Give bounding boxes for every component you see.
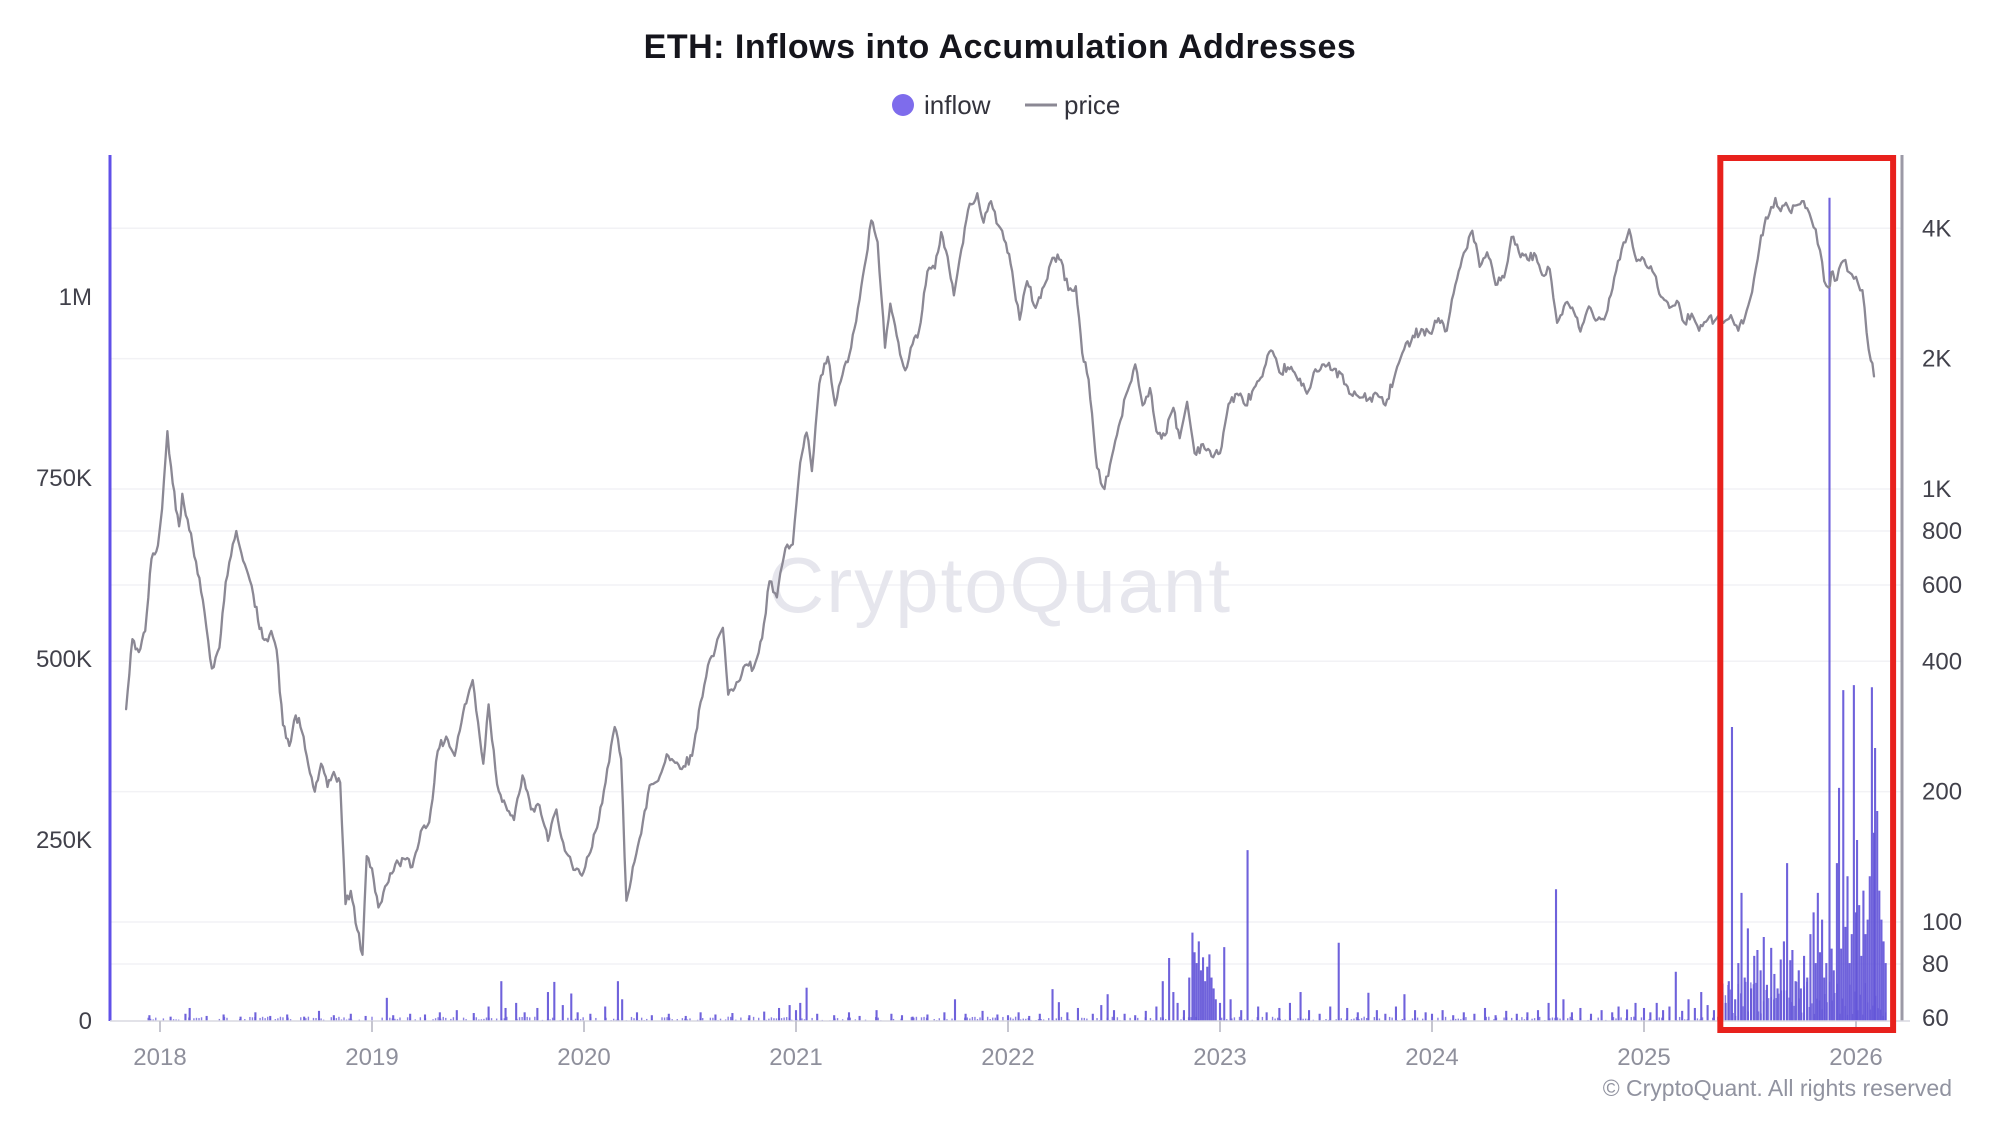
axis-tick-labels: 0 250K 500K 750K 1M 60 80 100 200 400 600 800 1K 2K 4K… — [36, 215, 1962, 1071]
x-axis-year-label: 2019 — [345, 1044, 398, 1071]
right-axis-tick-label: 400 — [1922, 648, 1962, 675]
right-axis-tick-label: 200 — [1922, 779, 1962, 806]
left-axis-tick-label: 0 — [79, 1008, 92, 1035]
highlight-rectangle — [1717, 155, 1897, 1033]
legend-inflow-label: inflow — [924, 90, 991, 120]
chart-title: ETH: Inflows into Accumulation Addresses — [644, 28, 1357, 66]
x-axis-year-label: 2018 — [133, 1044, 186, 1071]
legend-item-inflow[interactable]: inflow — [892, 90, 991, 120]
right-axis-tick-label: 100 — [1922, 909, 1962, 936]
highlight-red-box — [1717, 155, 1897, 1033]
left-axis-tick-label: 250K — [36, 827, 92, 854]
axes — [108, 155, 1910, 1032]
x-axis-year-label: 2025 — [1617, 1044, 1670, 1071]
legend: inflow price — [892, 90, 1120, 120]
left-axis-tick-label: 750K — [36, 465, 92, 492]
right-axis-tick-label: 4K — [1922, 215, 1951, 242]
legend-price-label: price — [1064, 90, 1120, 120]
price-line — [124, 192, 1876, 956]
left-axis-tick-label: 500K — [36, 646, 92, 673]
legend-item-price[interactable]: price — [1025, 90, 1120, 120]
inflow-noise-bars — [147, 981, 1887, 1021]
inflow-bars — [148, 197, 1887, 1021]
right-axis-tick-label: 80 — [1922, 951, 1949, 978]
right-axis-tick-label: 2K — [1922, 346, 1951, 373]
inflow-dot-icon — [892, 94, 914, 116]
right-axis-tick-label: 600 — [1922, 572, 1962, 599]
x-axis-year-label: 2026 — [1829, 1044, 1882, 1071]
x-axis-year-label: 2023 — [1193, 1044, 1246, 1071]
x-axis-year-label: 2021 — [769, 1044, 822, 1071]
price-polyline — [124, 192, 1876, 956]
right-axis-tick-label: 60 — [1922, 1005, 1949, 1032]
right-axis-tick-label: 800 — [1922, 518, 1962, 545]
x-axis-year-label: 2024 — [1405, 1044, 1458, 1071]
cryptoquant-watermark: CryptoQuant — [768, 541, 1232, 629]
copyright-notice: © CryptoQuant. All rights reserved — [1603, 1075, 1952, 1101]
x-axis-year-label: 2020 — [557, 1044, 610, 1071]
right-axis-tick-label: 1K — [1922, 476, 1951, 503]
x-axis-year-label: 2022 — [981, 1044, 1034, 1071]
gridlines — [110, 227, 1902, 965]
left-axis-tick-label: 1M — [59, 284, 92, 311]
